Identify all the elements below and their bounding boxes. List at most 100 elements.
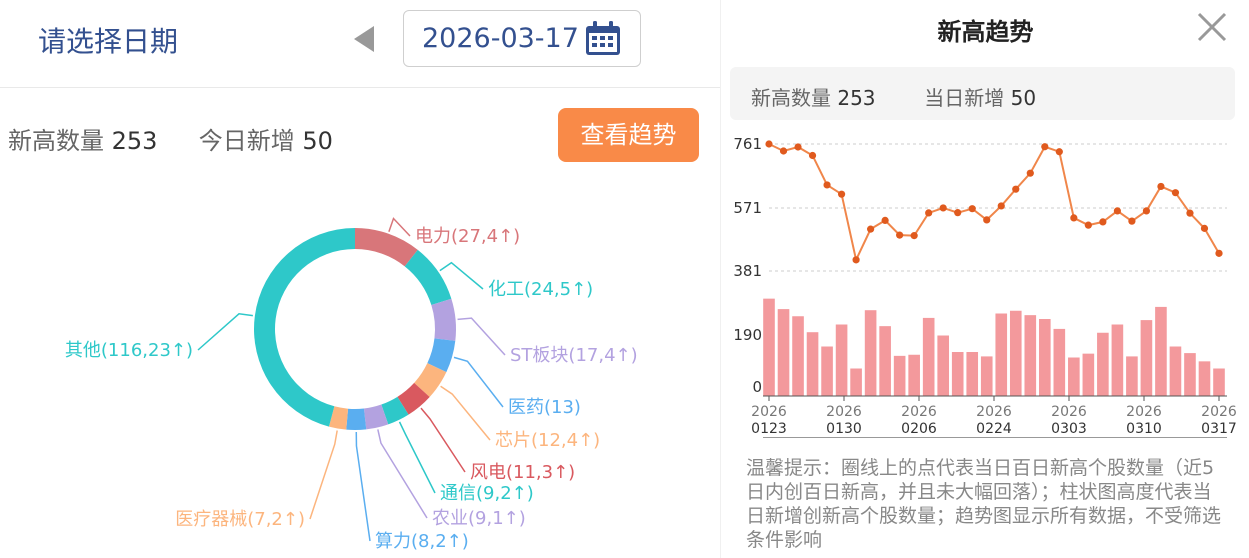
data-point[interactable]	[1099, 218, 1107, 226]
data-point[interactable]	[779, 147, 788, 155]
x-tick-date: 0123	[751, 421, 787, 437]
data-point[interactable]	[1171, 189, 1180, 197]
label-leader-line	[457, 317, 506, 356]
count-label: 新高数量	[8, 127, 104, 155]
daily-new-bar	[995, 313, 1008, 396]
calendar-icon[interactable]	[584, 20, 622, 57]
sector-donut-chart: 电力(27,4↑) 化工(24,5↑) ST板块(17,4↑) 医药(13) 芯片(12…	[65, 217, 638, 552]
data-point[interactable]	[852, 256, 860, 264]
y-tick-label: 571	[733, 199, 762, 217]
date-value: 2026-03-17	[422, 23, 579, 54]
data-point[interactable]	[837, 190, 846, 198]
data-point[interactable]	[939, 204, 947, 212]
x-tick-date: 0310	[1126, 421, 1162, 437]
data-point[interactable]	[794, 143, 802, 151]
daily-new-bar	[1024, 315, 1037, 396]
donut-slice[interactable]	[363, 404, 389, 430]
x-tick-year: 2026	[976, 404, 1012, 420]
label-leader-line	[377, 429, 428, 519]
trend-chart: 7615713811900202601232026013020260206202…	[733, 135, 1237, 438]
daily-new-bar	[1198, 361, 1211, 396]
data-point[interactable]	[1142, 207, 1151, 215]
data-point[interactable]	[1084, 221, 1092, 229]
data-point[interactable]	[997, 202, 1005, 210]
daily-new-bar	[1126, 356, 1138, 396]
data-point[interactable]	[881, 216, 889, 224]
daily-new-bar	[966, 352, 979, 396]
data-point[interactable]	[1070, 214, 1078, 222]
data-point[interactable]	[1012, 185, 1020, 193]
donut-slice[interactable]	[381, 396, 409, 425]
data-point[interactable]	[925, 209, 933, 217]
data-point[interactable]	[896, 231, 904, 239]
data-point[interactable]	[765, 140, 773, 148]
data-point[interactable]	[1186, 209, 1194, 217]
label-leader-line	[420, 407, 466, 473]
daily-new-bar	[821, 346, 833, 396]
trend-today-value: 50	[1010, 86, 1037, 110]
data-point[interactable]	[823, 181, 831, 189]
page-title: 请选择日期	[38, 25, 179, 58]
label-leader-line	[309, 430, 338, 520]
view-trend-button[interactable]: 查看趋势	[558, 108, 699, 162]
data-point[interactable]	[1215, 249, 1223, 257]
donut-slice[interactable]	[431, 298, 457, 341]
x-tick-date: 0130	[826, 421, 862, 437]
daily-new-bar	[893, 355, 906, 396]
y-tick-label: 190	[733, 326, 762, 344]
x-tick-year: 2026	[1051, 404, 1087, 420]
data-point[interactable]	[1128, 217, 1136, 225]
x-tick-date: 0224	[976, 421, 1012, 437]
x-tick-date: 0317	[1201, 421, 1237, 437]
data-point[interactable]	[1026, 169, 1034, 177]
donut-slice[interactable]	[427, 338, 456, 373]
donut-slice[interactable]	[328, 406, 349, 430]
label-leader-line	[440, 385, 491, 441]
donut-slice-label: 风电(11,3↑)	[470, 462, 575, 483]
daily-new-bar	[777, 309, 790, 396]
label-leader-line	[388, 217, 411, 237]
donut-slice[interactable]	[355, 228, 418, 267]
donut-slice-label: 算力(8,2↑)	[375, 531, 469, 552]
daily-new-bar	[922, 317, 935, 396]
prev-date-arrow-icon[interactable]	[348, 22, 378, 56]
x-tick-date: 0303	[1051, 421, 1087, 437]
donut-slice-label: ST板块(17,4↑)	[510, 345, 638, 366]
daily-new-bar	[980, 356, 993, 396]
data-point[interactable]	[1041, 143, 1049, 151]
daily-new-bar	[850, 368, 862, 396]
donut-slice[interactable]	[414, 363, 447, 398]
daily-new-bar	[1213, 368, 1225, 396]
daily-new-bar	[1009, 310, 1022, 396]
donut-slice[interactable]	[346, 408, 367, 430]
x-tick-year: 2026	[751, 404, 787, 420]
data-point[interactable]	[910, 232, 918, 240]
trend-count-label: 新高数量	[751, 86, 831, 110]
daily-new-bar	[879, 326, 891, 396]
data-point[interactable]	[954, 209, 962, 217]
daily-new-bar	[1140, 320, 1153, 396]
data-point[interactable]	[983, 216, 991, 224]
data-point[interactable]	[808, 151, 817, 160]
data-point[interactable]	[968, 205, 976, 213]
trend-today-label: 当日新增	[924, 86, 1005, 110]
date-picker[interactable]: 2026-03-17	[403, 10, 641, 67]
donut-slice[interactable]	[404, 249, 452, 306]
data-point[interactable]	[1200, 224, 1209, 232]
donut-slice[interactable]	[397, 382, 430, 415]
data-point[interactable]	[1055, 148, 1063, 156]
donut-slice-label: 医药(13)	[508, 397, 581, 418]
tip-text: 温馨提示：圈线上的点代表当日百日新高个股数量（近5日内创百日新高，并且未大幅回落…	[746, 457, 1222, 551]
data-point[interactable]	[1157, 182, 1165, 191]
x-tick-year: 2026	[1126, 404, 1162, 420]
donut-slice[interactable]	[253, 228, 355, 427]
count-value: 253	[111, 127, 158, 155]
label-leader-line	[398, 421, 436, 494]
summary-stats: 新高数量 253 今日新增 50	[8, 121, 333, 156]
close-icon[interactable]	[1195, 10, 1229, 44]
donut-slice-label: 通信(9,2↑)	[440, 483, 534, 504]
date-header: 请选择日期 2026-03-17	[0, 0, 720, 88]
data-point[interactable]	[867, 225, 875, 233]
data-point[interactable]	[1113, 207, 1121, 215]
